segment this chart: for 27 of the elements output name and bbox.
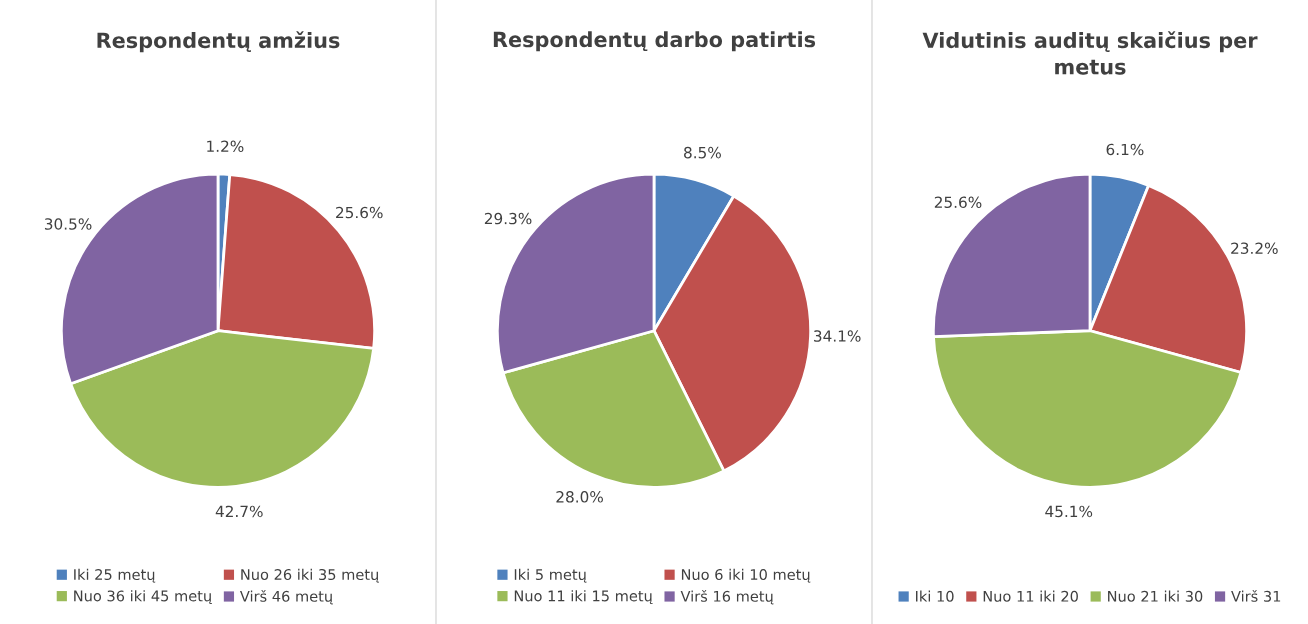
data-label: 34.1% <box>814 330 861 342</box>
data-label: 30.5% <box>44 218 92 230</box>
legend-label: Virš 46 metų <box>239 589 333 605</box>
legend-label: Iki 25 metų <box>74 568 156 583</box>
legend-label: Nuo 11 iki 15 metų <box>514 590 653 605</box>
data-label: 6.1% <box>1106 143 1144 156</box>
data-label: 29.3% <box>484 212 532 225</box>
data-label: 25.6% <box>934 196 982 209</box>
chart-title: Respondentų amžius <box>97 31 340 53</box>
data-label: 42.7% <box>215 505 263 518</box>
data-label: 1.2% <box>207 140 244 153</box>
chart-title: Respondentų darbo patirtis <box>493 31 816 52</box>
legend-label: Virš 16 metų <box>680 589 774 605</box>
data-label: 8.5% <box>684 146 721 159</box>
legend-label: Nuo 26 iki 35 metų <box>241 568 379 583</box>
data-label: 45.1% <box>1045 505 1093 518</box>
legend-label: Nuo 21 iki 30 <box>1108 590 1203 602</box>
chart-title: Vidutinis auditų skaičius per metus <box>922 31 1258 75</box>
data-label: 23.2% <box>1231 242 1278 255</box>
legend-label: Nuo 11 iki 20 <box>983 590 1078 602</box>
legend-label: Nuo 36 iki 45 metų <box>74 590 212 605</box>
legend-label: Virš 31 <box>1231 589 1281 602</box>
legend-label: Nuo 6 iki 10 metų <box>681 568 811 583</box>
legend-label: Iki 5 metų <box>514 568 587 583</box>
data-label: 28.0% <box>556 491 603 503</box>
data-label: 25.6% <box>336 206 383 219</box>
legend-label: Iki 10 <box>916 590 954 602</box>
